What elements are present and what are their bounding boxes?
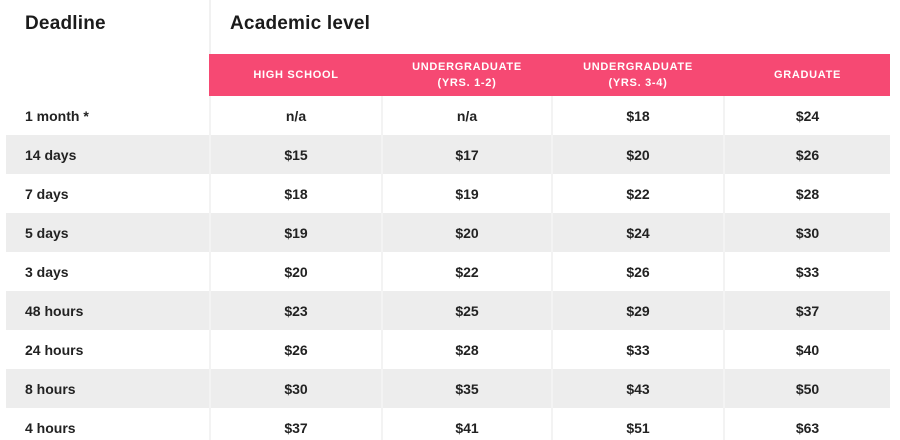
price-cell: $22	[381, 252, 552, 291]
price-cell: $43	[551, 369, 724, 408]
deadline-label: 3 days	[25, 263, 69, 280]
price-cell: $26	[551, 252, 724, 291]
section-titles-row: Deadline Academic level	[6, 0, 891, 54]
table-row: 24 hours $26 $28 $33 $40	[6, 330, 891, 369]
price-cell: $17	[381, 135, 552, 174]
price-cell: $26	[722, 135, 891, 174]
table-row: 14 days $15 $17 $20 $26	[6, 135, 891, 174]
price-cell: $18	[551, 96, 724, 135]
deadline-label: 4 hours	[25, 419, 76, 436]
deadline-label: 24 hours	[25, 341, 84, 358]
price-cell: $40	[722, 330, 891, 369]
table-row: 7 days $18 $19 $22 $28	[6, 174, 891, 213]
deadline-title: Deadline	[6, 0, 210, 54]
column-header-high-school: HIGH SCHOOL	[209, 54, 382, 96]
academic-level-title: Academic level	[208, 0, 891, 54]
table-row: 3 days $20 $22 $26 $33	[6, 252, 891, 291]
column-header-undergraduate-1-2: UNDERGRADUATE (YRS. 1-2)	[381, 54, 552, 96]
table-row: 8 hours $30 $35 $43 $50	[6, 369, 891, 408]
column-header-graduate: GRADUATE	[722, 54, 891, 96]
price-cell: n/a	[381, 96, 552, 135]
price-cell: $29	[551, 291, 724, 330]
table-row: 4 hours $37 $41 $51 $63	[6, 408, 891, 440]
price-cell: $37	[209, 408, 382, 440]
price-cell: $18	[209, 174, 382, 213]
deadline-label: 5 days	[25, 224, 69, 241]
price-cell: $24	[722, 96, 891, 135]
deadline-label: 14 days	[25, 146, 77, 163]
price-cell: $63	[722, 408, 891, 440]
price-cell: $20	[551, 135, 724, 174]
table-row: 5 days $19 $20 $24 $30	[6, 213, 891, 252]
price-cell: $35	[381, 369, 552, 408]
price-cell: $15	[209, 135, 382, 174]
deadline-label: 8 hours	[25, 380, 76, 397]
price-cell: $23	[209, 291, 382, 330]
deadline-label: 1 month *	[25, 107, 89, 124]
price-cell: $25	[381, 291, 552, 330]
header-spacer-cell	[6, 54, 210, 96]
price-cell: $26	[209, 330, 382, 369]
price-cell: $22	[551, 174, 724, 213]
price-cell: $41	[381, 408, 552, 440]
table-row: 48 hours $23 $25 $29 $37	[6, 291, 891, 330]
column-header-undergraduate-3-4: UNDERGRADUATE (YRS. 3-4)	[551, 54, 724, 96]
price-cell: $20	[209, 252, 382, 291]
price-cell: $51	[551, 408, 724, 440]
price-cell: $30	[209, 369, 382, 408]
column-header-row: HIGH SCHOOL UNDERGRADUATE (YRS. 1-2) UND…	[6, 54, 891, 96]
price-cell: $28	[722, 174, 891, 213]
price-cell: $37	[722, 291, 891, 330]
price-cell: n/a	[209, 96, 382, 135]
price-cell: $28	[381, 330, 552, 369]
deadline-label: 7 days	[25, 185, 69, 202]
price-cell: $50	[722, 369, 891, 408]
price-cell: $30	[722, 213, 891, 252]
price-cell: $20	[381, 213, 552, 252]
price-cell: $24	[551, 213, 724, 252]
price-cell: $19	[209, 213, 382, 252]
deadline-label: 48 hours	[25, 302, 84, 319]
table-row: 1 month * n/a n/a $18 $24	[6, 96, 891, 135]
price-cell: $19	[381, 174, 552, 213]
price-cell: $33	[551, 330, 724, 369]
price-cell: $33	[722, 252, 891, 291]
pricing-table: Deadline Academic level HIGH SCHOOL UNDE…	[6, 0, 891, 440]
